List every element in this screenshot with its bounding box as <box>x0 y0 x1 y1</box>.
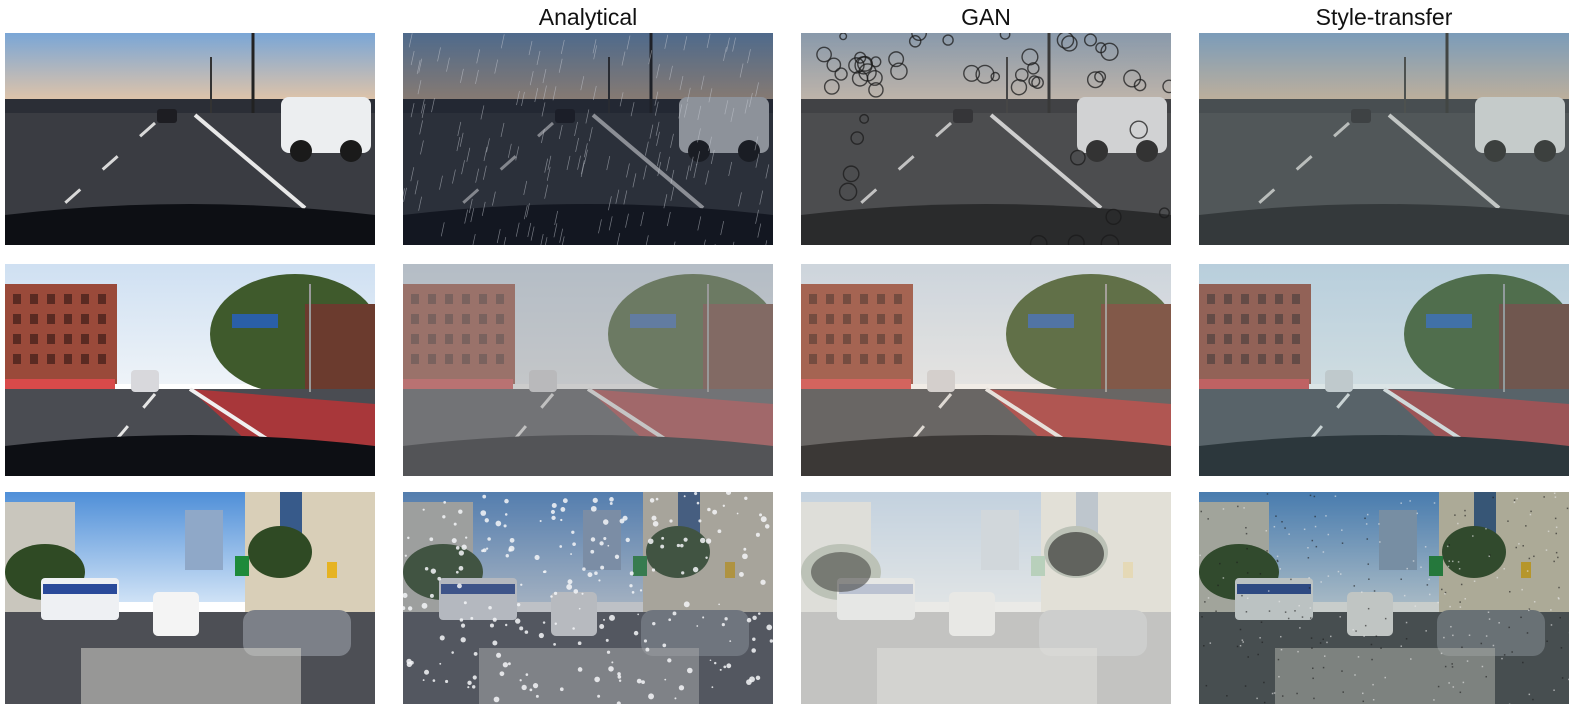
column-header-gan: GAN <box>961 4 1011 30</box>
image-highway-analytical-rain <box>403 33 773 245</box>
image-traffic-style-transfer <box>1199 492 1569 704</box>
image-traffic-original <box>5 492 375 704</box>
image-traffic-gan-snow <box>801 492 1171 704</box>
image-street-style-transfer <box>1199 264 1569 476</box>
image-highway-gan-droplets <box>801 33 1171 245</box>
column-header-style-transfer: Style-transfer <box>1315 4 1453 30</box>
image-highway-style-transfer <box>1199 33 1569 245</box>
image-street-analytical-fog <box>403 264 773 476</box>
image-street-gan <box>801 264 1171 476</box>
image-traffic-analytical-snowfall <box>403 492 773 704</box>
image-highway-original <box>5 33 375 245</box>
column-header-analytical: Analytical <box>538 4 638 30</box>
image-street-original <box>5 264 375 476</box>
